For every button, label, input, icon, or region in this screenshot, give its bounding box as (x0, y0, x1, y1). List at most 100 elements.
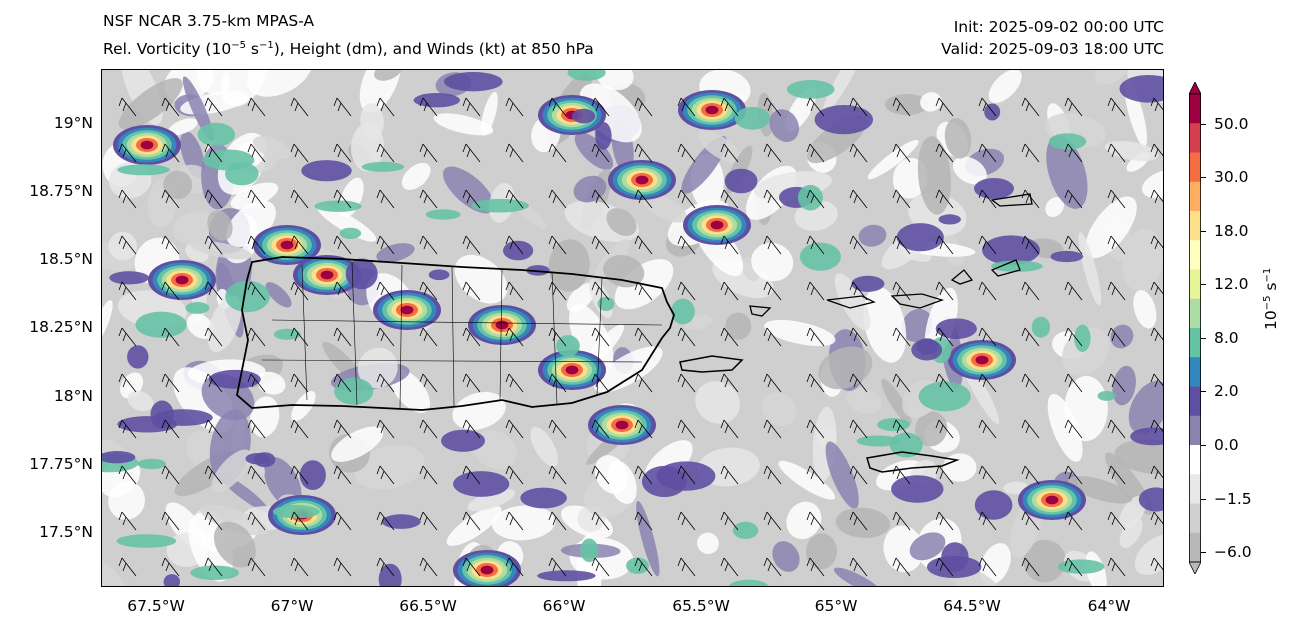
wind-barb (548, 189, 567, 209)
wind-barb (935, 511, 954, 531)
field-blob (185, 302, 210, 314)
field-blob (974, 490, 1013, 520)
wind-barb (419, 419, 438, 439)
wind-barb (591, 465, 610, 485)
colorbar-segment (1189, 123, 1201, 153)
field-blob (360, 102, 384, 140)
wind-barb (462, 235, 481, 255)
wind-barb (376, 511, 395, 531)
wind-barb (763, 189, 782, 209)
field-blob (818, 346, 873, 390)
wind-barb (591, 143, 610, 163)
field-blob (597, 296, 615, 311)
field-title-exp: −5 (231, 40, 246, 51)
field-blob (725, 312, 752, 340)
wind-barb (1107, 235, 1126, 255)
wind-barb (333, 373, 352, 393)
wind-barb (634, 143, 653, 163)
field-blob (863, 286, 907, 363)
field-blob (109, 271, 149, 285)
field-blob (314, 200, 362, 212)
wind-barb (978, 373, 997, 393)
wind-barb (1064, 373, 1083, 393)
field-blob (1061, 327, 1110, 376)
field-blob (127, 390, 154, 412)
wind-barb (505, 327, 524, 347)
wind-barb (1064, 97, 1083, 117)
vorticity-maximum (635, 175, 649, 185)
longitude-tick-label: 66°W (542, 597, 586, 615)
field-blob (1121, 228, 1163, 292)
wind-barb (591, 189, 610, 209)
vorticity-maximum (175, 275, 189, 285)
wind-barb (290, 143, 309, 163)
field-blob (548, 239, 590, 292)
wind-barb (161, 373, 180, 393)
wind-barb (849, 327, 868, 347)
wind-barb (290, 557, 309, 577)
wind-barb (118, 281, 137, 301)
wind-barb (978, 281, 997, 301)
field-blob (1134, 534, 1163, 576)
field-blob (196, 70, 230, 96)
field-blob (481, 91, 498, 136)
field-blob (168, 118, 198, 136)
field-blob (135, 311, 187, 338)
longitude-tick-label: 64.5°W (943, 597, 1001, 615)
wind-barb (1064, 143, 1083, 163)
wind-barb (892, 189, 911, 209)
wind-barb (505, 235, 524, 255)
wind-barb (247, 465, 266, 485)
colorbar-tick-label: 30.0 (1214, 168, 1249, 186)
field-blob (374, 70, 403, 81)
wind-barb (677, 373, 696, 393)
colorbar-unit-base: 10 (1262, 310, 1281, 330)
wind-barb (505, 143, 524, 163)
field-blob (1141, 169, 1163, 199)
field-blob (339, 227, 362, 239)
colorbar-tick-label: 18.0 (1214, 222, 1249, 240)
field-blob (901, 308, 933, 342)
wind-barb (462, 97, 481, 117)
wind-barb (548, 97, 567, 117)
wind-barb (1150, 281, 1163, 296)
wind-barb (376, 143, 395, 163)
colorbar (1189, 82, 1201, 574)
wind-barb (505, 373, 524, 393)
wind-barb (806, 281, 825, 301)
wind-barb (978, 557, 997, 577)
field-blob (150, 400, 174, 429)
wind-barb (204, 235, 223, 255)
wind-barb (720, 327, 739, 347)
field-blob (883, 525, 924, 573)
wind-barb (1021, 465, 1040, 485)
field-blob (595, 122, 612, 150)
wind-barb (935, 465, 954, 485)
wind-barb (1107, 419, 1126, 439)
wind-barb (376, 235, 395, 255)
field-blob (761, 392, 797, 427)
field-blob (724, 168, 758, 194)
field-blob (1031, 316, 1051, 338)
wind-barb (548, 557, 567, 577)
wind-barb (1064, 327, 1083, 347)
colorbar-segment (1189, 269, 1201, 300)
field-blob (991, 260, 1043, 272)
wind-barb (548, 235, 567, 255)
wind-barb (677, 189, 696, 209)
wind-barb (419, 189, 438, 209)
longitude-tick-label: 66.5°W (399, 597, 457, 615)
coastlines (236, 193, 1033, 473)
wind-barb (806, 511, 825, 531)
wind-barb (1107, 373, 1126, 393)
colorbar-segment (1189, 152, 1201, 183)
wind-barb (763, 97, 782, 117)
wind-barb (161, 143, 180, 163)
colorbar-unit-label: 10−5 s−1 (1262, 268, 1280, 330)
wind-barb (161, 465, 180, 485)
field-blob (974, 178, 1014, 199)
wind-barb (118, 373, 137, 393)
wind-barb (290, 419, 309, 439)
wind-barb (591, 419, 610, 439)
wind-barb (935, 281, 954, 301)
